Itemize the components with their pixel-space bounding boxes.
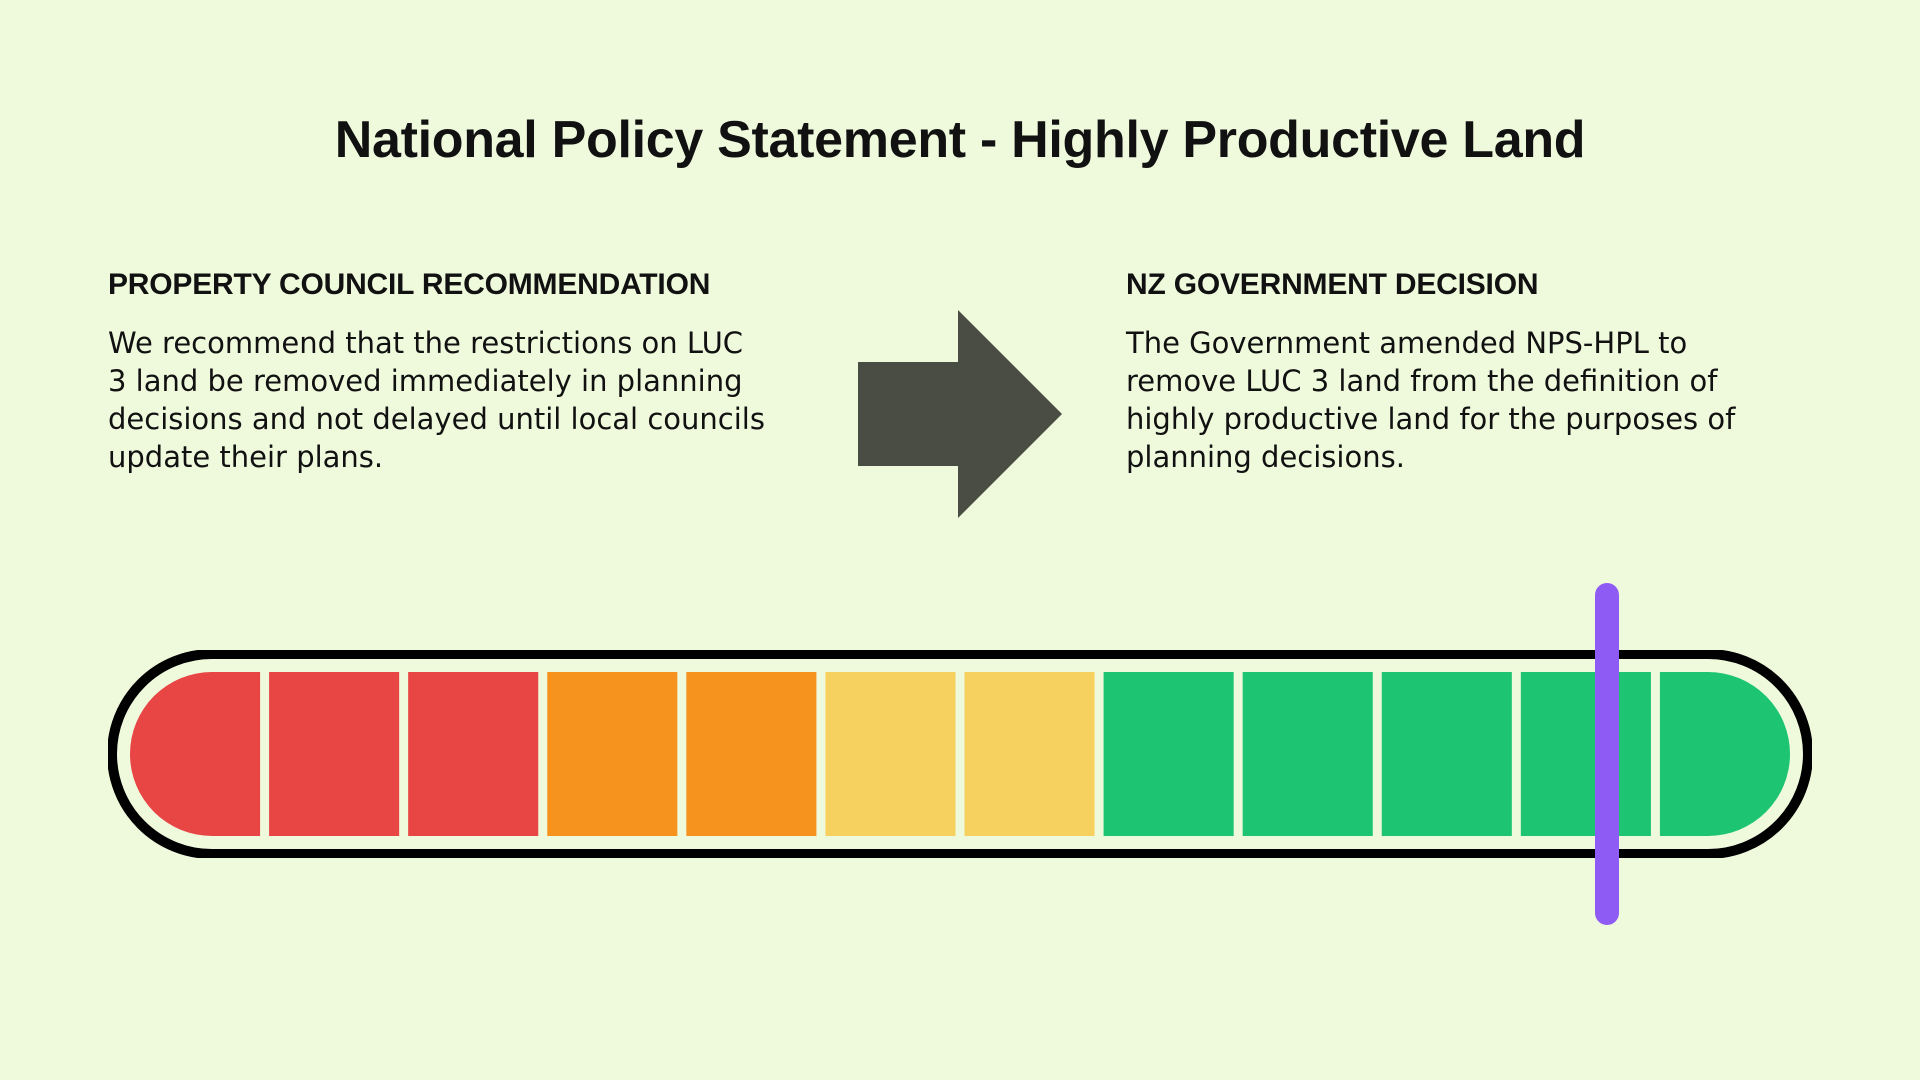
gauge-segment (547, 672, 678, 836)
gauge-segment (1659, 672, 1790, 836)
gauge-segment (1520, 672, 1651, 836)
gauge-segment (686, 672, 817, 836)
rating-gauge (108, 650, 1812, 858)
gauge-outline (108, 650, 1812, 858)
page-title: National Policy Statement - Highly Produ… (334, 111, 1586, 169)
recommendation-panel: PROPERTY COUNCIL RECOMMENDATION We recom… (108, 266, 808, 476)
gauge-segment (1242, 672, 1373, 836)
gauge-segment (964, 672, 1095, 836)
position-marker (1595, 583, 1620, 925)
gauge-segment (1381, 672, 1512, 836)
decision-text: The Government amended NPS-HPL to remove… (1126, 326, 1736, 474)
gauge-segment (130, 672, 261, 836)
recommendation-heading: PROPERTY COUNCIL RECOMMENDATION (108, 268, 711, 301)
right-arrow-icon (858, 310, 1062, 518)
decision-heading: NZ GOVERNMENT DECISION (1126, 268, 1539, 301)
recommendation-text: We recommend that the restrictions on LU… (108, 326, 765, 474)
gauge-segment (408, 672, 539, 836)
decision-panel: NZ GOVERNMENT DECISION The Government am… (1126, 266, 1826, 476)
gauge-segment (269, 672, 400, 836)
gauge-segment (825, 672, 956, 836)
gauge-segment (1103, 672, 1234, 836)
